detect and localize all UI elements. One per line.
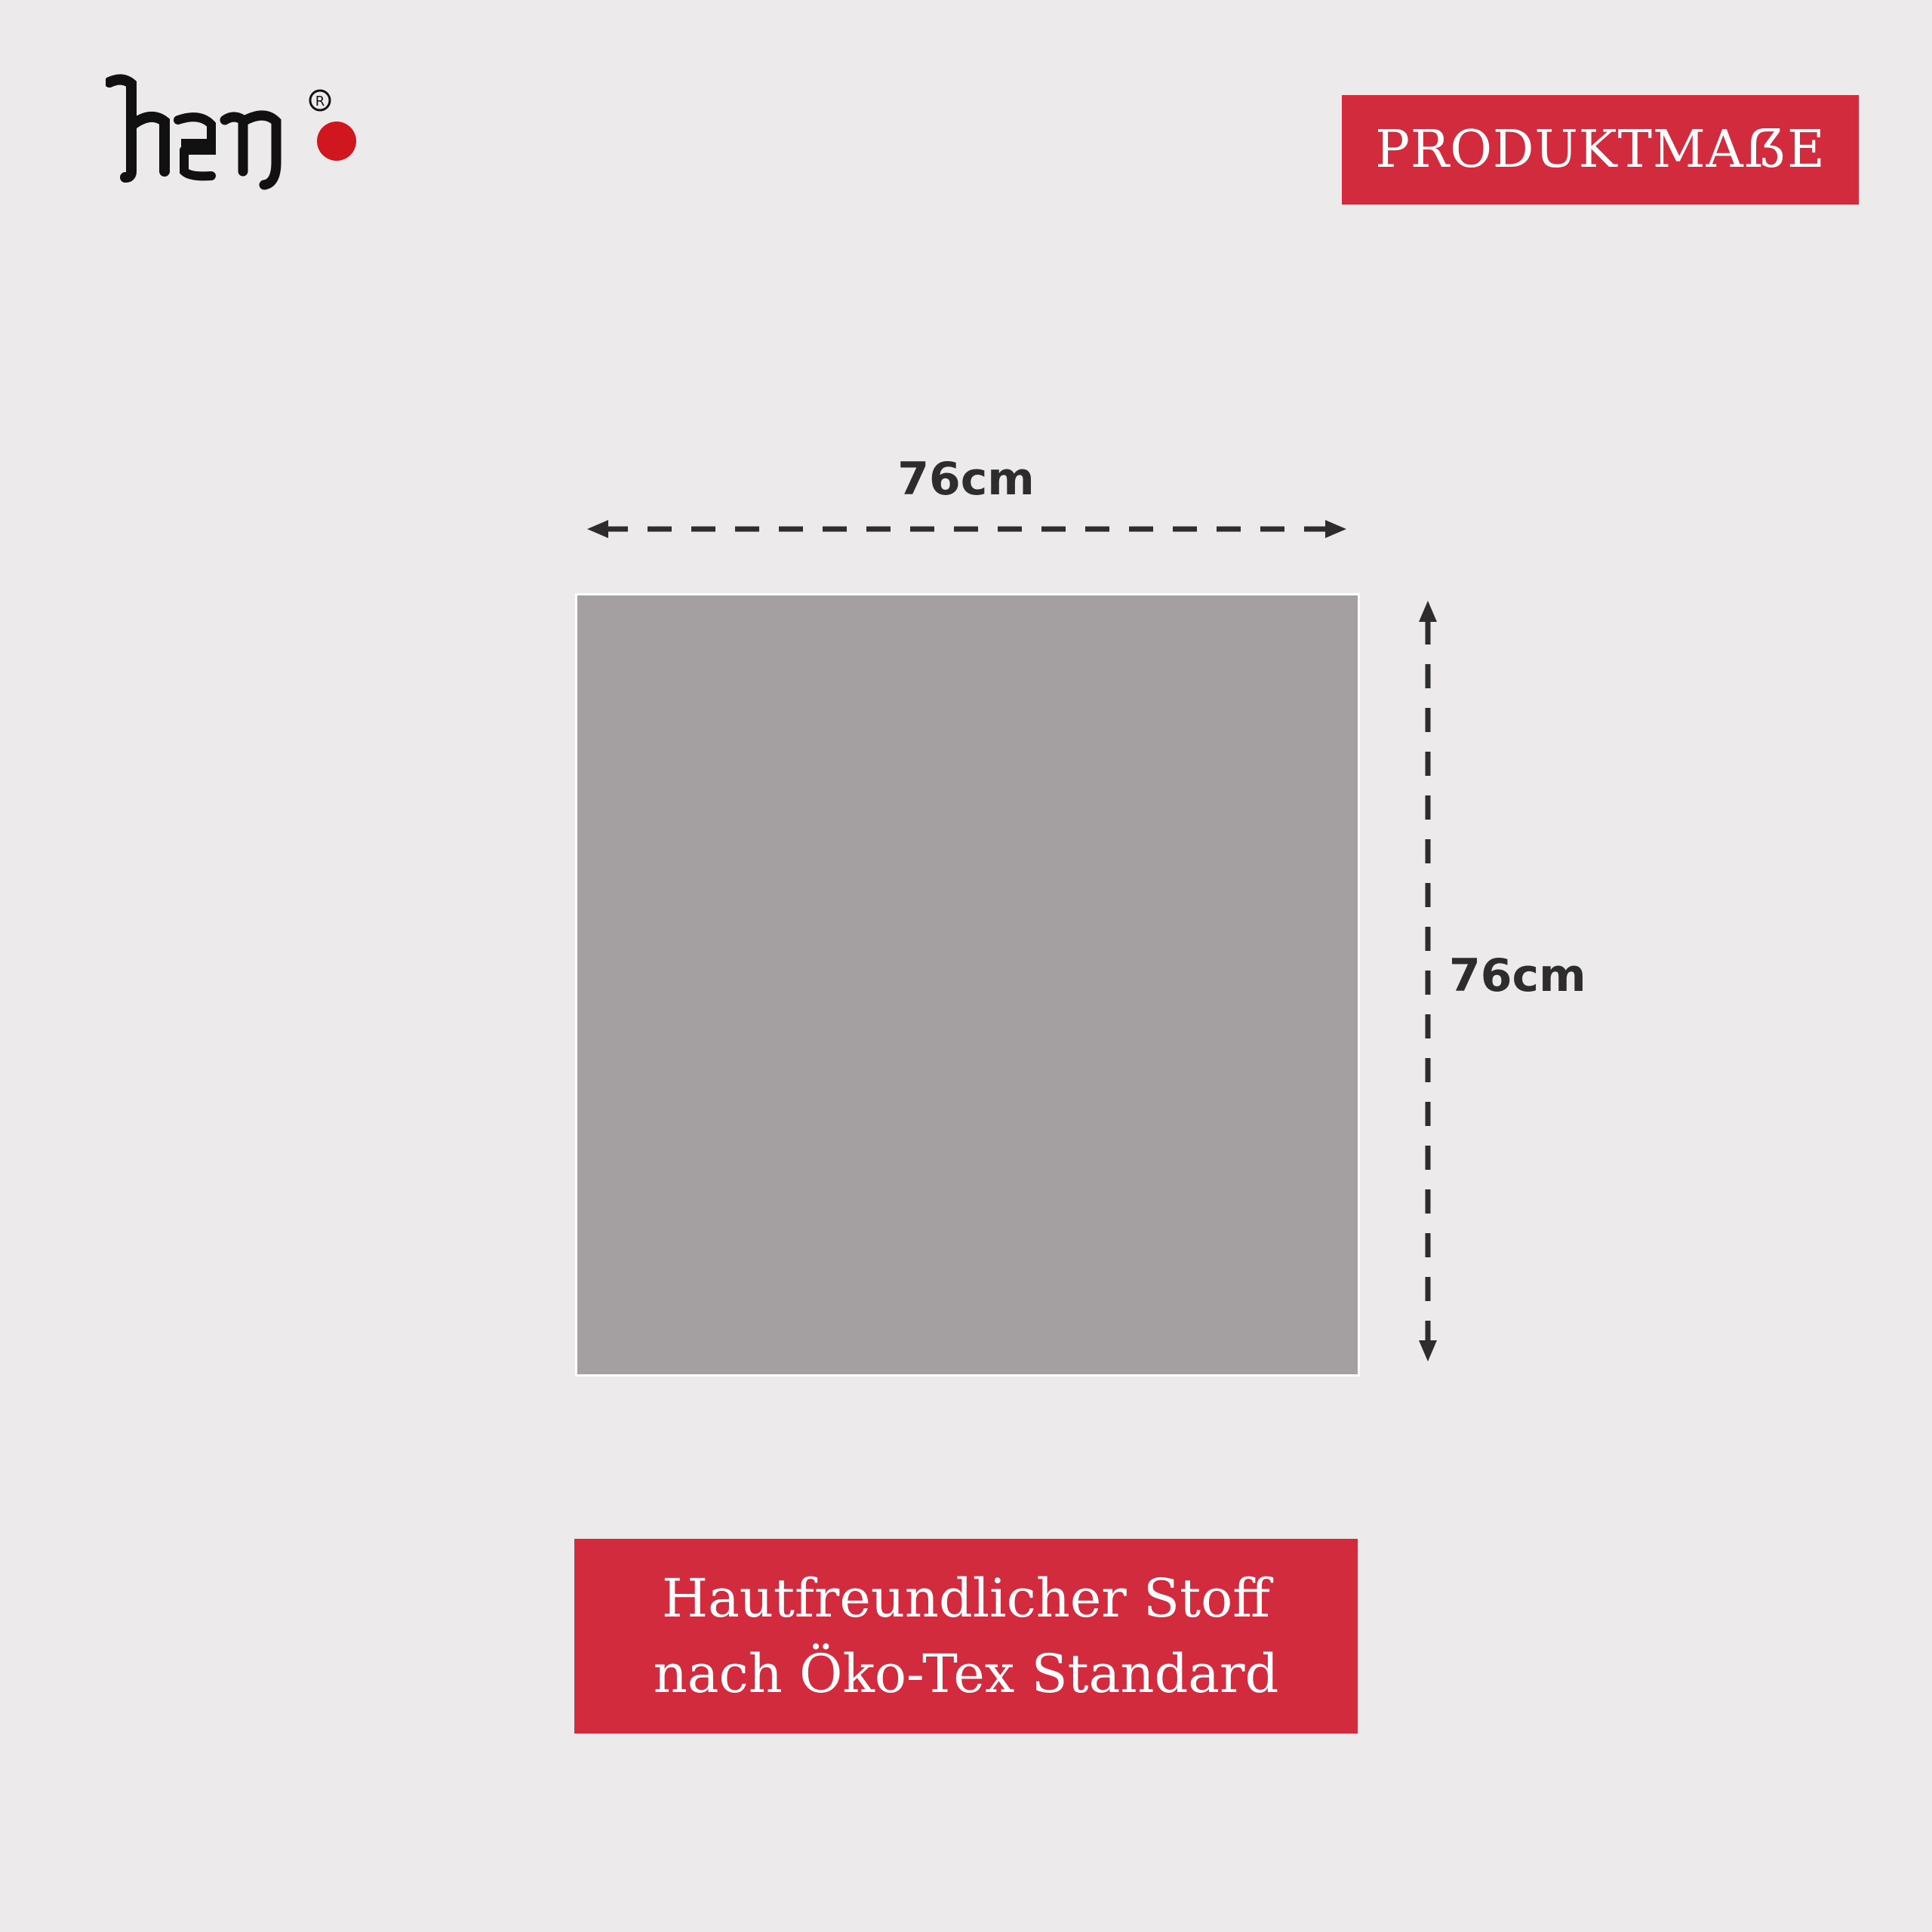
product-dimensions-badge: PRODUKTMAẞE xyxy=(1342,95,1859,205)
fabric-info-badge: Hautfreundlicher Stoff nach Öko-Tex Stan… xyxy=(574,1539,1358,1734)
badge-label: PRODUKTMAẞE xyxy=(1375,120,1826,180)
height-arrow-top-head xyxy=(1419,601,1437,622)
width-arrow-right-head xyxy=(1325,520,1346,538)
fabric-info-line1: Hautfreundlicher Stoff xyxy=(662,1567,1270,1629)
width-label: 76cm xyxy=(897,453,1035,506)
heo-logo: R xyxy=(106,74,356,190)
height-label: 76cm xyxy=(1449,949,1586,1002)
svg-text:R: R xyxy=(315,94,325,109)
fabric-info-line2: nach Öko-Tex Standard xyxy=(653,1643,1279,1705)
height-arrow-bottom-head xyxy=(1419,1340,1437,1361)
width-arrow-left-head xyxy=(587,520,608,538)
product-square xyxy=(575,593,1360,1377)
